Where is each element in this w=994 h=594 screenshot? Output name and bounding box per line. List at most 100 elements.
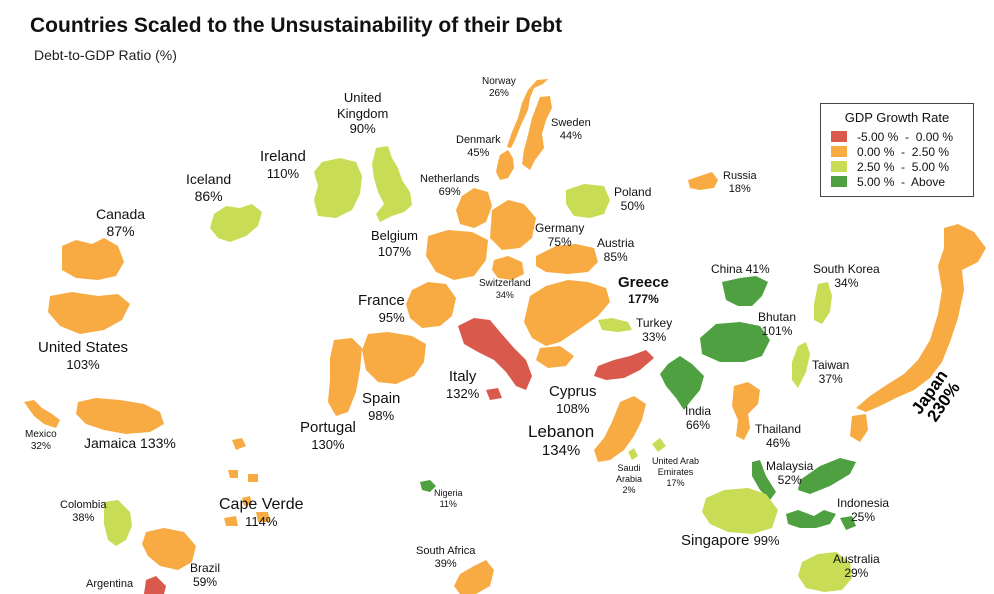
label-malaysia-debt: 52% <box>777 473 802 488</box>
shape-russia[interactable] <box>688 172 718 190</box>
shape-japan[interactable] <box>850 224 986 442</box>
label-austria-debt: 85% <box>603 250 628 265</box>
label-china-line: China 41% <box>711 262 770 276</box>
shape-spain[interactable] <box>362 332 426 384</box>
shape-turkey[interactable] <box>598 318 632 332</box>
shape-france[interactable] <box>406 282 456 328</box>
shape-saudi-arabia[interactable] <box>628 448 638 460</box>
shape-greece[interactable] <box>524 280 610 368</box>
label-uk-name1: United <box>343 90 382 105</box>
shape-uk[interactable] <box>372 146 412 222</box>
label-greece: Greece 177% <box>618 274 669 306</box>
label-colombia: Colombia 38% <box>60 499 106 525</box>
label-cape-verde-debt: 114% <box>245 514 278 530</box>
label-brazil: Brazil 59% <box>190 561 220 590</box>
shape-argentina[interactable] <box>144 576 166 594</box>
shape-china[interactable] <box>722 276 768 306</box>
shape-denmark[interactable] <box>496 150 514 180</box>
label-thailand-debt: 46% <box>766 436 791 451</box>
label-nigeria-name: Nigeria <box>434 488 463 498</box>
shape-thailand[interactable] <box>732 382 760 440</box>
shape-united-states[interactable] <box>48 292 130 334</box>
label-ireland: Ireland 110% <box>260 148 306 182</box>
label-austria-name: Austria <box>597 236 635 250</box>
shape-uae[interactable] <box>652 438 666 452</box>
label-united-states-name: United States <box>38 339 129 356</box>
label-saudi-arabia-name1: Saudi <box>617 463 641 473</box>
shape-italy[interactable] <box>458 318 532 400</box>
label-italy-name: Italy <box>448 368 477 385</box>
shape-nigeria[interactable] <box>420 480 436 492</box>
legend-item: 5.00 % - Above <box>831 174 973 189</box>
shape-brazil[interactable] <box>142 528 196 570</box>
label-south-korea-debt: 34% <box>834 276 859 291</box>
shape-taiwan[interactable] <box>792 342 810 388</box>
label-south-africa-name: South Africa <box>416 545 476 557</box>
shape-norway[interactable] <box>507 79 548 148</box>
label-bhutan-debt: 101% <box>761 324 793 339</box>
label-switzerland-debt: 34% <box>495 290 514 300</box>
label-malaysia-name: Malaysia <box>766 459 814 473</box>
label-mexico: Mexico 32% <box>25 429 57 453</box>
shape-belgium[interactable] <box>426 230 488 280</box>
label-belgium-debt: 107% <box>377 243 412 259</box>
shape-canada[interactable] <box>62 238 124 280</box>
label-ireland-name: Ireland <box>260 148 306 165</box>
label-australia: Australia 29% <box>833 552 880 581</box>
shape-cyprus[interactable] <box>594 350 654 380</box>
shape-bhutan[interactable] <box>700 322 770 362</box>
shape-netherlands[interactable] <box>456 188 492 228</box>
label-mexico-name: Mexico <box>25 429 57 440</box>
label-saudi-arabia-name2: Arabia <box>616 473 643 484</box>
label-poland-debt: 50% <box>620 199 645 214</box>
legend-item: 0.00 % - 2.50 % <box>831 144 973 159</box>
map-subtitle: Debt-to-GDP Ratio (%) <box>34 47 177 63</box>
label-turkey-name: Turkey <box>636 316 673 330</box>
shape-germany[interactable] <box>490 200 536 250</box>
label-switzerland: Switzerland 34% <box>479 278 531 301</box>
shape-jamaica[interactable] <box>76 398 164 434</box>
label-norway-name: Norway <box>482 76 516 87</box>
shape-singapore[interactable] <box>702 488 778 534</box>
label-iceland-debt: 86% <box>194 187 223 204</box>
label-france-name: France <box>358 292 405 309</box>
shape-ireland[interactable] <box>314 158 362 218</box>
shape-colombia[interactable] <box>104 500 132 546</box>
shape-indonesia[interactable] <box>786 510 856 530</box>
shape-india[interactable] <box>660 356 704 410</box>
label-saudi-arabia-debt: 2% <box>622 484 636 495</box>
label-south-africa-debt: 39% <box>434 558 457 571</box>
label-cape-verde: Cape Verde 114% <box>219 495 304 530</box>
label-united-states-debt: 103% <box>66 357 100 372</box>
label-france: France 95% <box>358 292 405 326</box>
label-lebanon-debt: 134% <box>541 442 581 460</box>
shape-iceland[interactable] <box>210 204 262 242</box>
label-colombia-name: Colombia <box>60 499 107 511</box>
shape-lebanon[interactable] <box>594 396 646 462</box>
shape-mexico[interactable] <box>24 400 60 428</box>
label-canada: Canada 87% <box>96 206 145 240</box>
shape-south-korea[interactable] <box>814 282 832 324</box>
label-sweden-debt: 44% <box>559 130 582 143</box>
label-turkey-debt: 33% <box>642 330 667 345</box>
label-jamaica-line: Jamaica 133% <box>84 435 176 452</box>
shape-malaysia[interactable] <box>752 458 856 500</box>
shape-cape-verde[interactable] <box>224 438 270 526</box>
label-bhutan-name: Bhutan <box>758 310 797 324</box>
label-poland: Poland 50% <box>614 185 651 214</box>
shape-sweden[interactable] <box>522 96 552 170</box>
label-indonesia-debt: 25% <box>851 510 876 525</box>
shape-south-africa[interactable] <box>454 560 494 594</box>
label-denmark-name: Denmark <box>456 134 501 146</box>
shape-portugal[interactable] <box>328 338 362 416</box>
label-taiwan: Taiwan 37% <box>812 358 849 387</box>
label-singapore-name: Singapore <box>681 532 750 549</box>
label-jamaica-name: Jamaica <box>84 435 137 451</box>
shape-australia[interactable] <box>798 552 852 592</box>
label-germany: Germany 75% <box>535 221 584 250</box>
shape-poland[interactable] <box>566 184 610 218</box>
shape-switzerland[interactable] <box>492 256 524 280</box>
label-spain: Spain 98% <box>362 390 400 424</box>
legend-item: -5.00 % - 0.00 % <box>831 129 973 144</box>
shape-austria[interactable] <box>536 244 598 274</box>
